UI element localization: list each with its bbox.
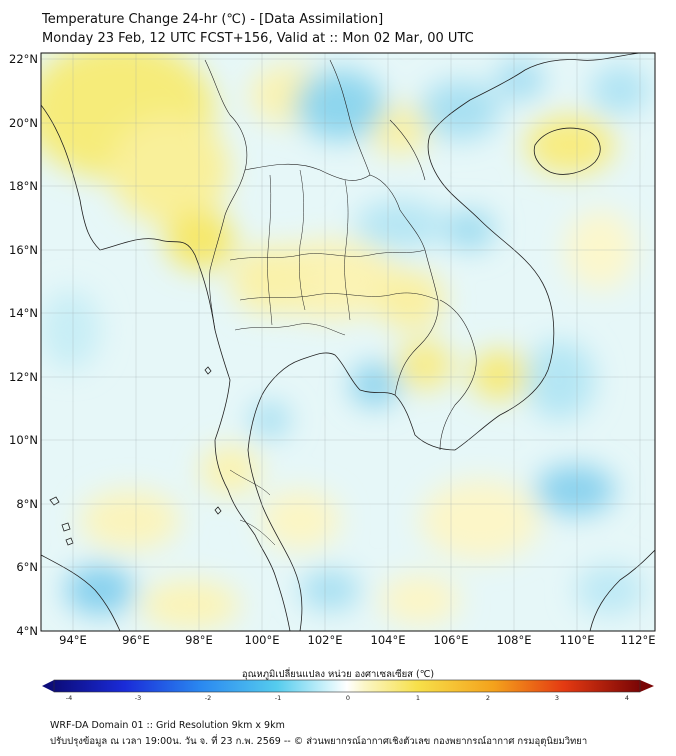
map-title: Temperature Change 24-hr (℃) - [Data Ass… [42, 12, 384, 27]
lon-tick-label: 112°E [621, 633, 656, 647]
lon-tick-label: 104°E [371, 633, 406, 647]
colorbar-tick: -3 [135, 694, 141, 700]
colorbar-tick: -1 [275, 694, 281, 700]
lat-tick-label: 10°N [9, 433, 38, 447]
lat-tick-label: 16°N [9, 243, 38, 257]
footer-credit: ปรับปรุงข้อมูล ณ เวลา 19:00น. วัน จ. ที่… [50, 736, 588, 747]
map-frame [40, 52, 656, 632]
colorbar-min-arrow [42, 680, 54, 692]
lat-tick-label: 4°N [16, 624, 38, 638]
colorbar-bar [54, 680, 640, 692]
colorbar: -4 -3 -2 -1 0 1 2 3 4 [42, 679, 654, 700]
colorbar-tick: 4 [625, 694, 629, 700]
lat-tick-label: 18°N [9, 179, 38, 193]
latitude-axis: 22°N 20°N 18°N 16°N 14°N 12°N 10°N 8°N 6… [9, 52, 38, 638]
colorbar-tick: -2 [205, 694, 211, 700]
lat-tick-label: 6°N [16, 560, 38, 574]
lon-tick-label: 106°E [434, 633, 469, 647]
lon-tick-label: 110°E [560, 633, 595, 647]
colorbar-max-arrow [640, 680, 654, 692]
map-subtitle: Monday 23 Feb, 12 UTC FCST+156, Valid at… [42, 31, 474, 46]
lat-tick-label: 14°N [9, 306, 38, 320]
lon-tick-label: 94°E [59, 633, 87, 647]
colorbar-label: อุณหภูมิเปลี่ยนแปลง หน่วย องศาเซลเซียส (… [241, 669, 435, 680]
lon-tick-label: 96°E [122, 633, 150, 647]
gridlines [41, 53, 655, 631]
colorbar-tick: 1 [416, 694, 420, 700]
colorbar-tick: -4 [66, 694, 72, 700]
colorbar-tick: 0 [346, 694, 350, 700]
colorbar-tick: 2 [486, 694, 490, 700]
lon-tick-label: 102°E [308, 633, 343, 647]
lat-tick-label: 20°N [9, 116, 38, 130]
lon-tick-label: 98°E [185, 633, 213, 647]
longitude-axis: 94°E 96°E 98°E 100°E 102°E 104°E 106°E 1… [59, 633, 655, 647]
lon-tick-label: 100°E [245, 633, 280, 647]
coastlines-borders [41, 53, 655, 631]
temperature-map: 94°E 96°E 98°E 100°E 102°E 104°E 106°E 1… [9, 52, 656, 700]
footer-model-info: WRF-DA Domain 01 :: Grid Resolution 9km … [50, 720, 285, 731]
colorbar-tick: 3 [555, 694, 559, 700]
lat-tick-label: 8°N [16, 497, 38, 511]
lat-tick-label: 12°N [9, 370, 38, 384]
lon-tick-label: 108°E [497, 633, 532, 647]
lat-tick-label: 22°N [9, 52, 38, 66]
